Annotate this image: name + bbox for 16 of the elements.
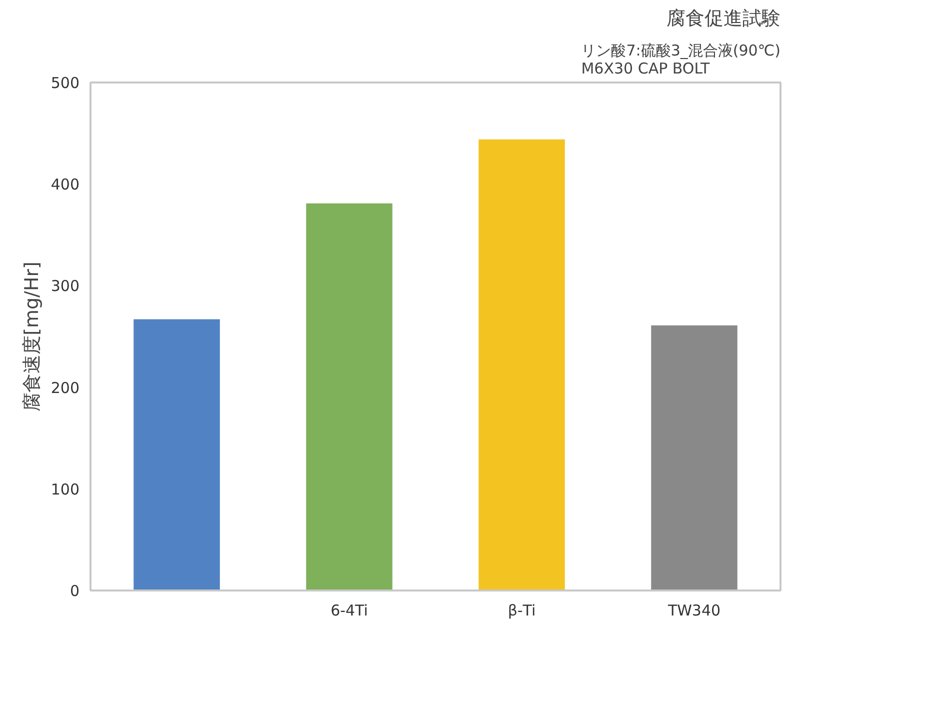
chart-title: 腐食促進試験 — [666, 8, 780, 30]
bar — [651, 325, 738, 590]
chart-subtitle: リン酸7:硫酸3_混合液(90℃) M6X30 CAP BOLT — [581, 42, 781, 78]
x-tick-label: 6-4Ti — [330, 602, 368, 620]
bar — [478, 139, 565, 590]
y-tick-label: 400 — [50, 176, 80, 194]
y-tick-label: 0 — [70, 582, 80, 600]
y-tick-label: 300 — [50, 277, 80, 296]
y-tick-label: 200 — [50, 378, 80, 397]
y-tick-label: 500 — [50, 74, 80, 92]
y-tick-label: 100 — [50, 480, 80, 498]
x-tick-label: β-Ti — [508, 602, 536, 620]
y-axis-title: 腐食速度[mg/Hr] — [20, 262, 43, 412]
bar — [134, 319, 220, 590]
x-tick-label: TW340 — [666, 602, 721, 620]
bar — [306, 203, 392, 590]
